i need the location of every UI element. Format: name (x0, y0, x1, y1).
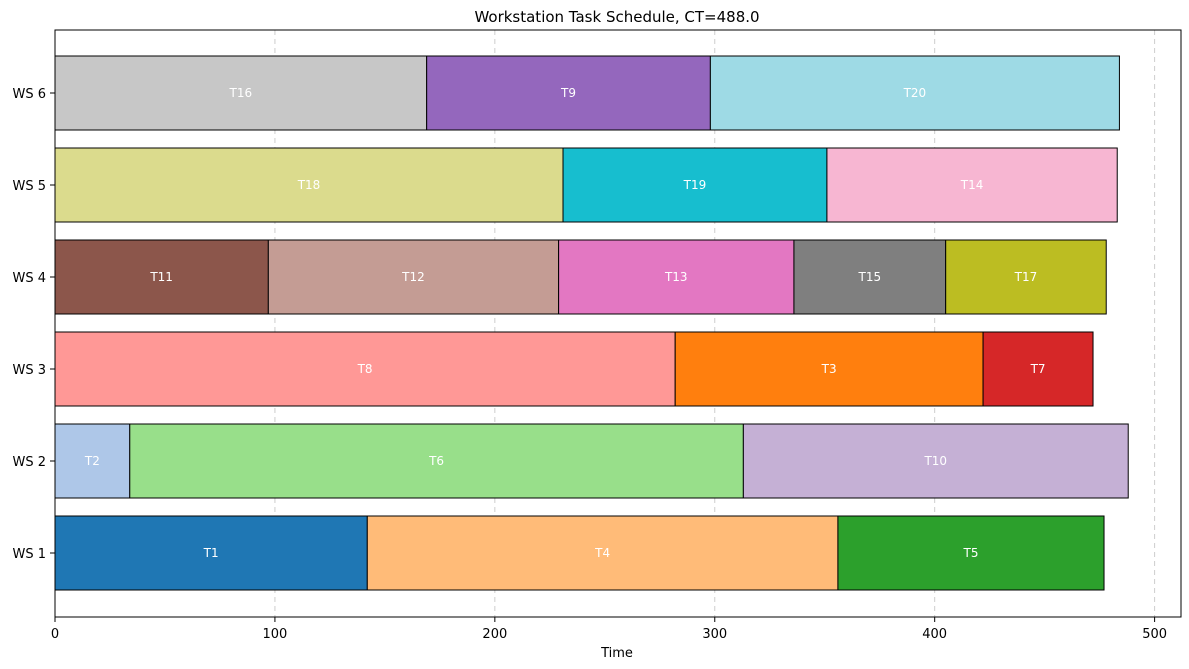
task-label: T5 (962, 546, 978, 560)
x-axis-label: Time (600, 646, 633, 661)
y-tick-label: WS 2 (12, 455, 46, 470)
y-tick-label: WS 6 (12, 87, 46, 102)
task-bar (54, 55, 428, 131)
task-bar (54, 239, 269, 315)
task-bar (742, 423, 1129, 499)
x-tick-label: 200 (482, 627, 507, 642)
chart-title: Workstation Task Schedule, CT=488.0 (474, 8, 759, 26)
y-tick-label: WS 1 (12, 547, 46, 562)
task-bar (837, 515, 1105, 591)
x-tick-label: 500 (1142, 627, 1167, 642)
task-label: T16 (229, 86, 253, 100)
task-bar (129, 423, 744, 499)
task-label: T17 (1014, 270, 1038, 284)
task-bar (558, 239, 795, 315)
task-bar (793, 239, 947, 315)
task-label: T15 (858, 270, 882, 284)
y-tick-label: WS 4 (12, 271, 46, 286)
task-label: T10 (923, 454, 947, 468)
task-bar (54, 147, 564, 223)
task-bar (426, 55, 711, 131)
task-bar (826, 147, 1118, 223)
task-bars: T1 T4 T5 T2 T6 T10 T8 T3 T7 T11 T12 T13 T15 T17 T18 T19… (54, 55, 1129, 591)
task-label: T20 (903, 86, 927, 100)
x-axis: 0 100 200 300 400 500 (51, 617, 1167, 642)
plot-frame (54, 29, 1182, 618)
x-tick-label: 100 (263, 627, 288, 642)
task-label: T18 (297, 178, 321, 192)
task-label: T19 (683, 178, 707, 192)
y-axis: WS 1 WS 2 WS 3 WS 4 WS 5 WS 6 (12, 87, 55, 562)
task-label: T4 (594, 546, 610, 560)
task-label: T9 (560, 86, 576, 100)
task-label: T1 (203, 546, 219, 560)
task-bar (366, 515, 839, 591)
x-tick-label: 400 (922, 627, 947, 642)
x-tick-label: 0 (51, 627, 59, 642)
x-tick-label: 300 (702, 627, 727, 642)
task-label: T3 (821, 362, 837, 376)
task-label: T14 (960, 178, 984, 192)
y-tick-label: WS 5 (12, 179, 46, 194)
task-label: T8 (357, 362, 373, 376)
task-label: T6 (428, 454, 444, 468)
task-label: T12 (401, 270, 425, 284)
task-bar (267, 239, 560, 315)
task-label: T7 (1030, 362, 1046, 376)
task-label: T13 (664, 270, 688, 284)
task-bar (709, 55, 1120, 131)
task-bar (945, 239, 1107, 315)
y-tick-label: WS 3 (12, 363, 46, 378)
task-label: T11 (149, 270, 173, 284)
task-bar (982, 331, 1094, 407)
task-bar (674, 331, 984, 407)
task-bar (54, 331, 676, 407)
task-label: T2 (84, 454, 100, 468)
